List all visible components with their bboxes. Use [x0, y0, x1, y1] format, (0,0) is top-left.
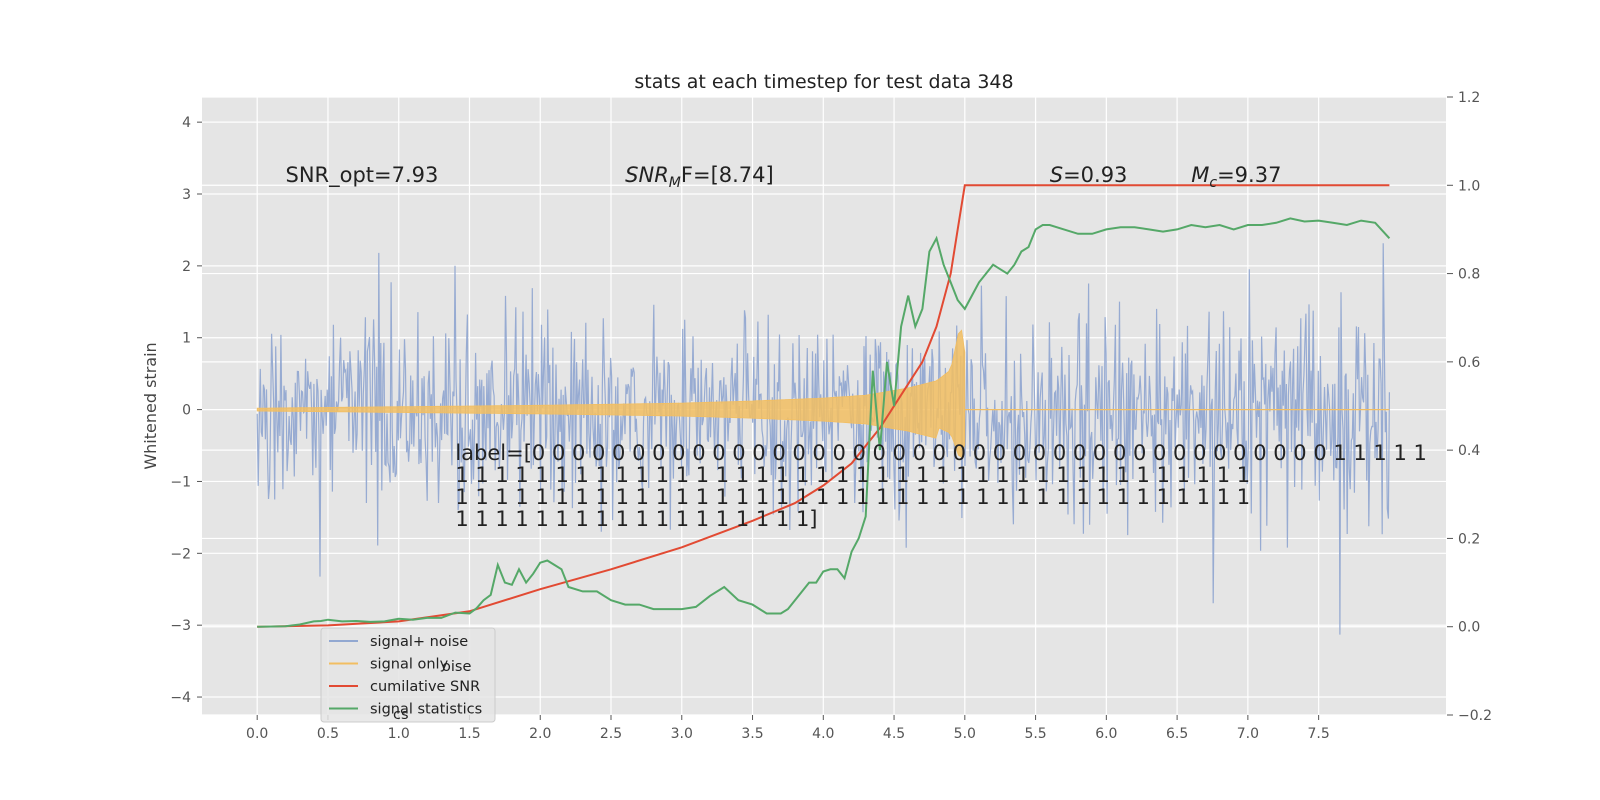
x-tick-label: 4.5: [883, 726, 905, 742]
legend-box: [320, 627, 496, 723]
label-annotation-line: 1 1 1 1 1 1 1 1 1 1 1 1 1 1 1 1 1 1 1 1 …: [455, 463, 1250, 487]
y-tick-label: 3: [182, 187, 191, 203]
y-tick-label: −2: [170, 546, 191, 562]
legend-entry: signal statistics: [370, 702, 482, 718]
x-tick-label: 4.0: [812, 726, 834, 742]
legend-ghost-text: cs: [393, 707, 409, 723]
x-tick-label: 7.0: [1237, 726, 1259, 742]
stat-annotation: SNR_opt=7.93: [285, 163, 438, 188]
annotation-symbol: SNR: [625, 163, 669, 187]
x-tick-label: 6.0: [1095, 726, 1117, 742]
y2-tick-label: 0.0: [1458, 620, 1480, 636]
legend-ghost-text: oise: [442, 659, 471, 675]
y-tick-label: −4: [170, 690, 191, 706]
legend: oise cs signal+ noise signal only cumilative…: [320, 627, 496, 723]
annotation-symbol: M: [1191, 163, 1209, 187]
x-tick-label: 1.0: [388, 726, 410, 742]
annotations: SNR_opt=7.93 SNRMF=[8.74] S=0.93 Mc=9.37lab…: [285, 163, 1426, 531]
annotation-value: F=[8.74]: [681, 163, 774, 187]
y2-tick-label: 0.8: [1458, 267, 1480, 283]
annotation-symbol: S: [1050, 163, 1063, 187]
series-cumulative-snr: [257, 184, 1390, 628]
axes: 0.0 0.5 1.0 1.5 2.0 2.5 3.0 3.5 4.0 4.5 5.0 5.5 6.0 6…: [170, 90, 1492, 742]
annotation-subscript: c: [1209, 175, 1217, 191]
stat-annotation: S=0.93: [1050, 163, 1128, 187]
x-tick-label: 3.5: [741, 726, 763, 742]
x-tick-label: 2.5: [600, 726, 622, 742]
label-annotation-line: 1 1 1 1 1 1 1 1 1 1 1 1 1 1 1 1 1 1 1 1 …: [455, 485, 1250, 509]
x-tick-label: 0.5: [317, 726, 339, 742]
chart-title: stats at each timestep for test data 348: [634, 71, 1013, 93]
x-tick-label: 3.0: [671, 726, 693, 742]
annotation-value: =9.37: [1217, 163, 1281, 187]
series-signal-only: [256, 329, 1390, 458]
legend-entry: signal only: [370, 657, 449, 673]
y2-tick-label: −0.2: [1458, 708, 1492, 724]
x-tick-label: 2.0: [529, 726, 551, 742]
legend-entry: cumilative SNR: [370, 679, 480, 695]
x-tick-label: 1.5: [458, 726, 480, 742]
y-axis-label: Whitened strain: [141, 342, 160, 469]
annotation-subscript: M: [669, 175, 681, 191]
stat-annotation: Mc=9.37: [1191, 163, 1281, 191]
y-tick-label: 2: [182, 259, 191, 275]
series-layer: [256, 184, 1391, 635]
y2-tick-label: 1.0: [1458, 178, 1480, 194]
y-tick-label: 4: [182, 115, 191, 131]
y-tick-label: 1: [182, 331, 191, 347]
x-tick-label: 0.0: [246, 726, 268, 742]
y2-tick-label: 1.2: [1458, 90, 1480, 106]
x-tick-label: 7.5: [1307, 726, 1329, 742]
y2-tick-label: 0.6: [1458, 355, 1480, 371]
x-tick-label: 5.0: [954, 726, 976, 742]
y-tick-label: 0: [182, 403, 191, 419]
series-signal-statistics: [257, 217, 1391, 628]
legend-entry: signal+ noise: [370, 634, 468, 650]
y2-tick-label: 0.4: [1458, 443, 1480, 459]
y-tick-label: −1: [170, 474, 191, 490]
stat-annotation: SNRMF=[8.74]: [625, 163, 774, 191]
y-tick-label: −3: [170, 618, 191, 634]
x-tick-label: 6.5: [1166, 726, 1188, 742]
signal-envelope: [256, 329, 966, 458]
x-tick-label: 5.5: [1024, 726, 1046, 742]
label-annotation-line: 1 1 1 1 1 1 1 1 1 1 1 1 1 1 1 1 1 1]: [455, 507, 817, 531]
annotation-value: =0.93: [1063, 163, 1127, 187]
y2-tick-label: 0.2: [1458, 531, 1480, 547]
label-annotation-line: label=[0 0 0 0 0 0 0 0 0 0 0 0 0 0 0 0 0…: [455, 441, 1427, 465]
